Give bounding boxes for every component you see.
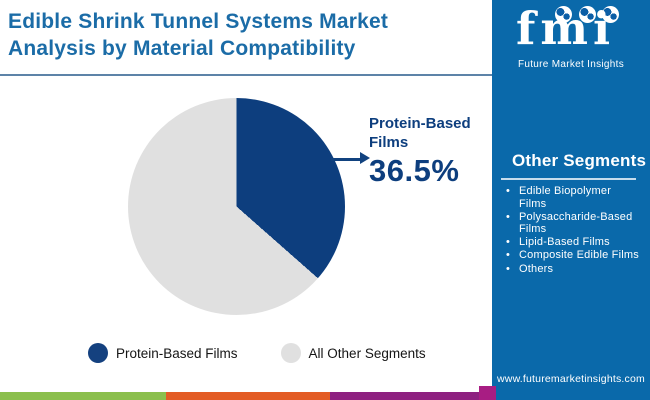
legend-swatch-others-icon	[280, 343, 301, 363]
globe-icon	[555, 6, 572, 23]
page-title: Edible Shrink Tunnel Systems Market Anal…	[8, 10, 389, 60]
chart-legend: Protein-Based Films All Other Segments	[88, 343, 468, 363]
footer-bar-orange	[166, 392, 330, 400]
other-segments-heading: Other Segments	[512, 151, 647, 170]
callout-arrow-line	[331, 158, 362, 161]
list-item: Edible Biopolymer Films	[505, 185, 641, 210]
brand-sidebar: fmi Future Market Insights Other Segment…	[492, 0, 650, 400]
other-segments-divider	[501, 178, 636, 180]
list-item: Polysaccharide-Based Films	[505, 211, 641, 236]
callout-arrow-icon	[360, 152, 370, 164]
fmi-logo-tagline: Future Market Insights	[517, 59, 625, 70]
website-url: www.futuremarketinsights.com	[497, 373, 645, 385]
legend-item-protein: Protein-Based Films	[88, 343, 238, 363]
list-item: Lipid-Based Films	[505, 236, 641, 249]
globe-icon	[602, 6, 619, 23]
title-divider	[0, 74, 492, 76]
legend-item-others: All Other Segments	[280, 343, 426, 363]
brand-corner-square	[479, 386, 496, 400]
callout-slice-label: Protein-Based Films	[369, 115, 471, 151]
other-segments-list: Edible Biopolymer Films Polysaccharide-B…	[505, 185, 641, 276]
globe-icon	[579, 6, 596, 23]
footer-bar-green	[0, 392, 166, 400]
callout-slice-value: 36.5%	[369, 153, 460, 188]
footer-bar-purple	[330, 392, 492, 400]
pie-chart	[128, 98, 345, 315]
fmi-logo: fmi Future Market Insights	[492, 0, 650, 78]
legend-label-others: All Other Segments	[308, 345, 426, 361]
list-item: Others	[505, 263, 641, 276]
legend-label-protein: Protein-Based Films	[116, 345, 238, 361]
list-item: Composite Edible Films	[505, 249, 641, 262]
legend-swatch-protein-icon	[88, 343, 108, 363]
fmi-logo-text: fmi	[516, 2, 616, 55]
chart-panel: Edible Shrink Tunnel Systems Market Anal…	[0, 10, 492, 363]
